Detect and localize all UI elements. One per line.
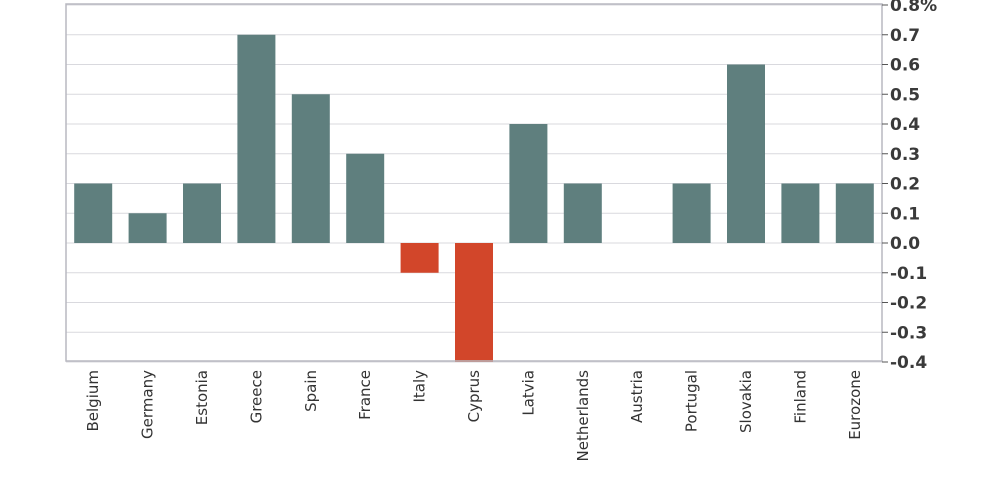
y-tick-label: 0.7 — [890, 26, 920, 46]
x-category-label: Netherlands — [574, 370, 592, 462]
bar-estonia — [183, 183, 221, 243]
y-tick-label: -0.2 — [890, 294, 927, 314]
bar-netherlands — [563, 183, 602, 243]
y-tick-label: 0.3 — [890, 145, 920, 165]
x-category-label: Greece — [247, 370, 265, 423]
bar-eurozone — [835, 183, 874, 243]
x-category-label: Germany — [139, 370, 157, 439]
bar-france — [346, 153, 385, 243]
x-category-label: Italy — [411, 370, 429, 403]
y-tick-label: -0.4 — [890, 353, 927, 373]
bar-italy — [400, 243, 439, 273]
y-tick-label: -0.3 — [890, 323, 927, 343]
bar-cyprus — [455, 243, 493, 362]
x-category-label: Cyprus — [465, 370, 483, 423]
y-tick-label: 0.0 — [890, 234, 920, 254]
x-category-label: Latvia — [519, 370, 537, 416]
y-tick-label: 0.8% — [890, 0, 937, 16]
bar-finland — [781, 183, 820, 243]
bar-spain — [291, 94, 330, 243]
y-tick-label: 0.2 — [890, 175, 920, 195]
bar-belgium — [74, 183, 113, 243]
bar-germany — [128, 213, 167, 243]
y-axis: 0.8% 0.7 0.6 0.5 0.4 0.3 0.2 0.1 0.0 -0.1 -0.2 -0.3… — [882, 0, 937, 373]
x-category-label: Eurozone — [846, 370, 864, 440]
x-category-label: Slovakia — [737, 370, 755, 433]
bar-portugal — [672, 183, 711, 243]
x-category-label: Portugal — [683, 370, 701, 432]
bars — [74, 34, 874, 362]
x-category-label: Spain — [302, 370, 320, 412]
bar-slovakia — [727, 64, 765, 243]
x-category-label: France — [356, 370, 374, 420]
x-axis: Belgium Germany Estonia Greece Spain France It… — [84, 370, 864, 462]
y-tick-label: -0.1 — [890, 264, 927, 284]
y-tick-label: 0.6 — [890, 56, 920, 76]
x-category-label: Austria — [628, 370, 646, 423]
y-tick-label: 0.4 — [890, 115, 920, 135]
x-category-label: Belgium — [84, 370, 102, 432]
y-tick-label: 0.5 — [890, 85, 920, 105]
x-category-label: Finland — [791, 370, 809, 424]
bar-latvia — [509, 124, 548, 243]
y-tick-label: 0.1 — [890, 204, 920, 224]
plot-frame — [65, 3, 883, 362]
bar-greece — [237, 34, 276, 243]
x-category-label: Estonia — [193, 370, 211, 425]
